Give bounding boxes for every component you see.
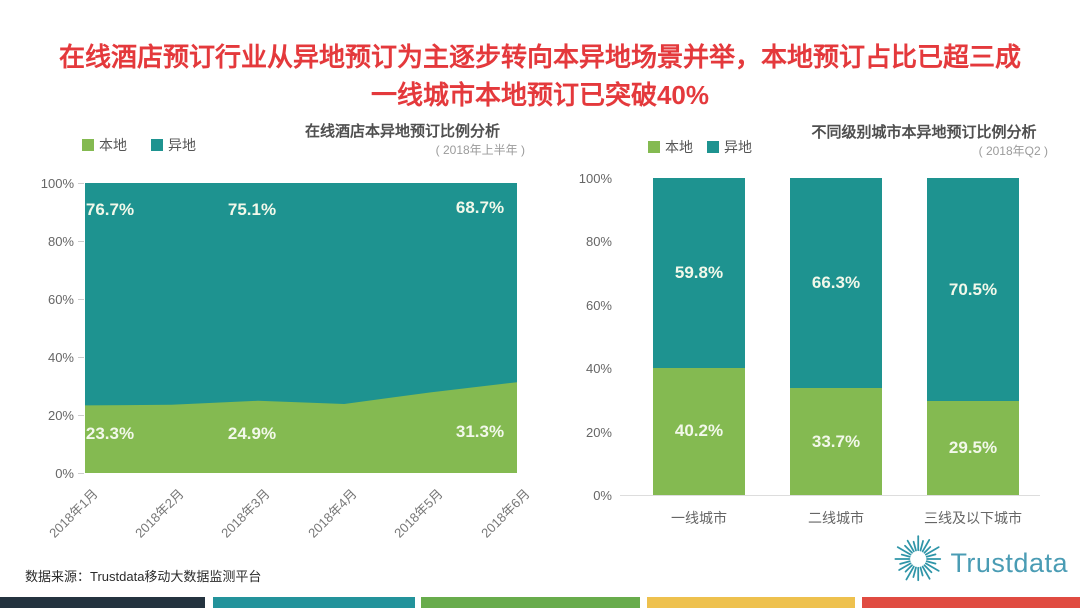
- tick-mark: [78, 183, 84, 184]
- right-xlabel-tier1: 一线城市: [671, 510, 727, 526]
- bar-tier2-remote-segment: 66.3%: [790, 178, 882, 389]
- left-chart-title: 在线酒店本异地预订比例分析: [304, 123, 500, 140]
- tick-mark: [78, 473, 84, 474]
- right-ytick-60: 60%: [585, 298, 612, 313]
- left-chart-legend: 本地 异地: [82, 135, 214, 155]
- right-chart-header: 不同级别城市本异地预订比例分析 ( 2018年Q2 ): [800, 124, 1048, 158]
- page-title-line1: 在线酒店预订行业从异地预订为主逐步转向本异地场景并举，本地预订占比已超三成: [58, 42, 1021, 72]
- right-xlabel-tier2: 二线城市: [808, 510, 864, 526]
- legend-item-local: 本地: [82, 135, 127, 155]
- bar-tier3-city: 70.5% 29.5%: [927, 178, 1019, 495]
- left-ytick-40: 40%: [47, 350, 74, 365]
- stacked-area-chart: [85, 183, 517, 473]
- area-label-local-jan: 23.3%: [85, 424, 135, 443]
- remote-legend-swatch-icon: [151, 139, 163, 151]
- left-xlabel-apr: 2018年4月: [305, 486, 360, 541]
- area-label-local-mar: 24.9%: [227, 424, 277, 443]
- right-chart-legend: 本地 异地: [648, 137, 770, 157]
- tick-mark: [78, 299, 84, 300]
- area-label-local-jun: 31.3%: [455, 422, 505, 441]
- local-legend-swatch-icon: [648, 141, 660, 153]
- right-x-axis-line: [620, 495, 1040, 496]
- left-ytick-60: 60%: [47, 292, 74, 307]
- left-ytick-80: 80%: [47, 234, 74, 249]
- bar-tier1-local-segment: 40.2%: [653, 367, 745, 495]
- left-ytick-20: 20%: [47, 408, 74, 423]
- legend-label-local: 本地: [99, 137, 127, 153]
- left-xlabel-may: 2018年5月: [391, 486, 446, 541]
- bar-tier2-city: 66.3% 33.7%: [790, 178, 882, 495]
- footer-stripe-yellow: [647, 597, 855, 608]
- left-ytick-100: 100%: [40, 176, 74, 191]
- right-ytick-20: 20%: [585, 425, 612, 440]
- tick-mark: [78, 357, 84, 358]
- right-chart-subtitle: ( 2018年Q2 ): [978, 144, 1048, 158]
- bar-tier1-city: 59.8% 40.2%: [653, 178, 745, 495]
- left-ytick-0: 0%: [55, 466, 74, 481]
- bar-tier1-remote-segment: 59.8%: [653, 178, 745, 368]
- left-xlabel-jun: 2018年6月: [478, 486, 533, 541]
- area-label-remote-mar: 75.1%: [227, 200, 277, 219]
- left-chart-header: 在线酒店本异地预订比例分析 ( 2018年上半年 ): [280, 123, 525, 157]
- page-title: 在线酒店预订行业从异地预订为主逐步转向本异地场景并举，本地预订占比已超三成 一线…: [0, 38, 1080, 114]
- legend-item-remote: 异地: [151, 135, 196, 155]
- legend-item-remote: 异地: [707, 137, 752, 157]
- right-ytick-40: 40%: [585, 361, 612, 376]
- tick-mark: [78, 241, 84, 242]
- area-label-remote-jun: 68.7%: [455, 198, 505, 217]
- page-title-line2: 一线城市本地预订已突破40%: [370, 80, 710, 110]
- trustdata-logo: Trustdata: [888, 528, 1068, 590]
- legend-label-remote: 异地: [724, 139, 752, 155]
- right-ytick-0: 0%: [593, 488, 612, 503]
- local-area-shape: [85, 382, 517, 473]
- footer-stripe-green: [421, 597, 640, 608]
- bar-tier3-remote-segment: 70.5%: [927, 178, 1019, 402]
- right-chart-title: 不同级别城市本异地预订比例分析: [811, 124, 1037, 141]
- footer-stripe-red: [862, 597, 1080, 608]
- sunburst-icon: [894, 535, 942, 582]
- tick-mark: [78, 415, 84, 416]
- logo-wordmark: Trustdata: [950, 547, 1068, 578]
- legend-label-remote: 异地: [168, 137, 196, 153]
- right-xlabel-tier3: 三线及以下城市: [924, 510, 1022, 526]
- area-label-remote-jan: 76.7%: [85, 200, 135, 219]
- remote-legend-swatch-icon: [707, 141, 719, 153]
- bar-tier2-local-segment: 33.7%: [790, 388, 882, 495]
- legend-item-local: 本地: [648, 137, 693, 157]
- left-chart-subtitle: ( 2018年上半年 ): [435, 143, 525, 157]
- local-legend-swatch-icon: [82, 139, 94, 151]
- data-source-note: 数据来源：Trustdata移动大数据监测平台: [25, 569, 262, 584]
- legend-label-local: 本地: [665, 139, 693, 155]
- footer-stripe-navy: [0, 597, 205, 608]
- right-ytick-100: 100%: [578, 171, 612, 186]
- bar-tier3-local-segment: 29.5%: [927, 401, 1019, 495]
- right-ytick-80: 80%: [585, 234, 612, 249]
- footer-stripe-teal: [213, 597, 415, 608]
